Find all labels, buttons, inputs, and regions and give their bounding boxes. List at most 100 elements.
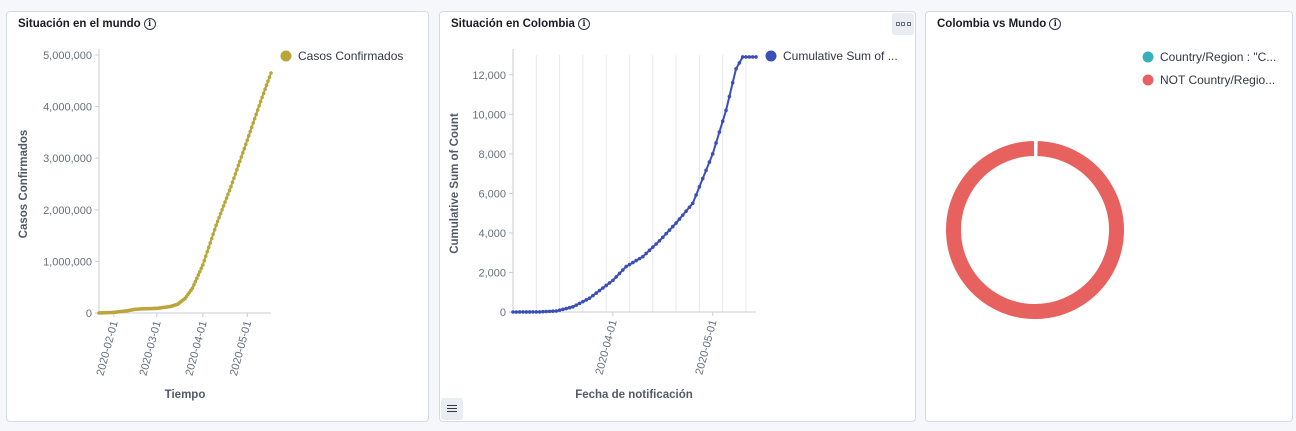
data-point bbox=[654, 242, 658, 246]
data-point bbox=[657, 239, 662, 243]
y-tick-label: 6,000 bbox=[478, 188, 506, 200]
x-tick-label: 2020-02-01 bbox=[95, 320, 121, 377]
y-tick-label: 2,000,000 bbox=[43, 205, 92, 217]
data-point bbox=[754, 55, 758, 59]
data-point bbox=[597, 288, 602, 293]
data-point bbox=[747, 55, 752, 59]
panel-options-button[interactable] bbox=[892, 13, 914, 35]
info-icon[interactable]: i bbox=[1049, 18, 1062, 30]
series-line bbox=[512, 55, 756, 313]
x-tick-label: 2020-03-01 bbox=[138, 320, 164, 377]
data-point bbox=[263, 87, 267, 92]
data-point bbox=[517, 310, 522, 314]
y-tick-label: 0 bbox=[86, 308, 92, 320]
data-point bbox=[198, 269, 202, 274]
data-point bbox=[674, 221, 678, 225]
y-tick-label: 8,000 bbox=[478, 149, 506, 161]
data-point bbox=[730, 80, 735, 85]
data-point bbox=[724, 108, 728, 113]
data-point bbox=[611, 278, 615, 283]
data-point bbox=[680, 213, 685, 217]
data-point bbox=[264, 83, 269, 88]
data-point bbox=[212, 227, 217, 232]
data-point bbox=[694, 193, 698, 197]
legend-label: Casos Confirmados bbox=[298, 49, 403, 63]
data-point bbox=[690, 201, 695, 206]
data-point bbox=[601, 286, 605, 290]
data-point bbox=[239, 155, 244, 159]
data-point bbox=[511, 310, 515, 314]
data-point bbox=[514, 310, 519, 314]
y-tick-label: 4,000,000 bbox=[43, 102, 92, 114]
data-point bbox=[206, 245, 211, 250]
data-point bbox=[199, 266, 204, 271]
y-tick-label: 10,000 bbox=[472, 109, 506, 121]
data-point bbox=[258, 99, 263, 104]
data-point bbox=[232, 176, 236, 180]
y-tick-label: 12,000 bbox=[472, 70, 506, 82]
data-point bbox=[203, 254, 208, 258]
legend-label: Cumulative Sum of ... bbox=[783, 49, 898, 63]
data-point bbox=[574, 303, 579, 307]
data-point bbox=[531, 310, 535, 314]
data-point bbox=[208, 241, 213, 245]
data-point bbox=[687, 205, 692, 210]
data-point bbox=[670, 224, 675, 229]
panel-title: Situación en el mundo i bbox=[18, 18, 156, 30]
data-point bbox=[260, 95, 264, 100]
data-point bbox=[221, 204, 226, 208]
data-point bbox=[235, 167, 239, 172]
data-point bbox=[241, 151, 245, 155]
data-point bbox=[604, 283, 609, 288]
legend-toggle-icon[interactable] bbox=[441, 398, 463, 420]
legend-swatch bbox=[765, 50, 777, 62]
data-point bbox=[684, 209, 688, 213]
data-point bbox=[637, 256, 642, 261]
data-point bbox=[190, 286, 195, 291]
data-point bbox=[667, 228, 672, 232]
data-point bbox=[266, 79, 270, 83]
info-icon[interactable]: i bbox=[143, 18, 156, 30]
x-tick-label: 2020-04-01 bbox=[184, 320, 210, 377]
panel-colombia-vs-world: Colombia vs Mundo i Country/Region : "C.… bbox=[925, 11, 1293, 422]
data-point bbox=[651, 245, 655, 249]
data-point bbox=[704, 168, 708, 173]
data-point bbox=[594, 291, 599, 295]
data-point bbox=[255, 108, 260, 112]
data-point bbox=[242, 146, 247, 151]
data-point bbox=[254, 112, 258, 117]
data-point bbox=[744, 55, 748, 59]
data-point bbox=[209, 236, 214, 241]
y-tick-label: 5,000,000 bbox=[43, 50, 92, 62]
data-point bbox=[647, 248, 652, 253]
data-point bbox=[631, 260, 635, 265]
data-point bbox=[564, 306, 569, 311]
info-icon[interactable]: i bbox=[577, 18, 590, 30]
data-point bbox=[567, 305, 572, 310]
data-point bbox=[215, 219, 220, 224]
legend-swatch bbox=[280, 50, 292, 62]
data-point bbox=[251, 121, 256, 125]
data-point bbox=[233, 172, 238, 176]
data-point bbox=[634, 258, 638, 263]
data-point bbox=[541, 309, 545, 314]
data-point bbox=[664, 231, 668, 236]
data-point bbox=[710, 152, 715, 156]
x-tick-label: 2020-04-01 bbox=[594, 319, 620, 376]
legend-label: NOT Country/Regio... bbox=[1160, 73, 1275, 87]
data-point bbox=[537, 310, 542, 314]
data-point bbox=[248, 129, 253, 134]
data-point bbox=[524, 310, 529, 314]
data-point bbox=[214, 223, 218, 228]
data-point bbox=[218, 211, 223, 216]
data-point bbox=[269, 71, 273, 75]
data-point bbox=[267, 75, 272, 79]
legend-label: Country/Region : "C... bbox=[1160, 50, 1276, 64]
legend-swatch bbox=[1142, 51, 1154, 63]
data-point bbox=[644, 251, 648, 256]
data-point bbox=[707, 160, 712, 164]
data-point bbox=[700, 176, 705, 181]
data-point bbox=[223, 200, 227, 204]
data-point bbox=[627, 262, 632, 267]
data-point bbox=[226, 192, 230, 197]
